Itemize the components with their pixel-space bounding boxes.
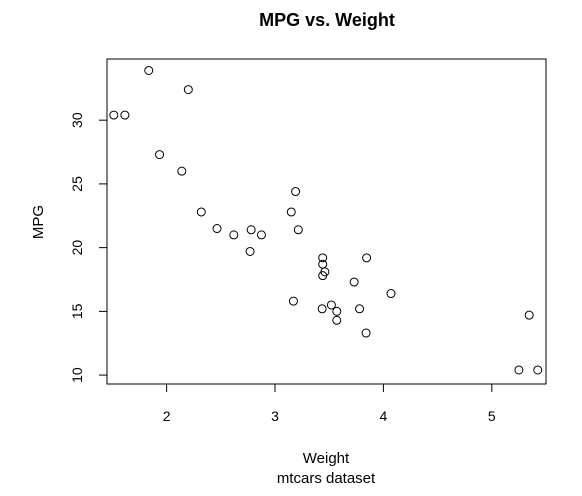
x-tick-label: 4 — [380, 408, 388, 424]
data-point — [177, 166, 187, 176]
data-point — [317, 304, 327, 314]
x-tick-label: 5 — [488, 408, 496, 424]
data-point — [229, 230, 239, 240]
data-point — [386, 289, 396, 299]
data-point — [291, 187, 301, 197]
data-point — [293, 225, 303, 235]
data-point — [332, 306, 342, 316]
data-point — [332, 315, 342, 325]
y-axis-label: MPG — [30, 205, 47, 239]
data-point — [286, 207, 296, 217]
data-point — [288, 296, 298, 306]
y-tick-label: 30 — [69, 112, 85, 128]
data-point — [361, 328, 371, 338]
data-point — [320, 267, 330, 277]
data-point — [355, 304, 365, 314]
data-point — [533, 365, 543, 375]
data-point — [256, 230, 266, 240]
chart-title: MPG vs. Weight — [259, 10, 395, 30]
data-point — [245, 246, 255, 256]
x-axis: 2 3 4 5 — [163, 383, 496, 424]
x-tick-label: 2 — [163, 408, 171, 424]
data-point — [246, 225, 256, 235]
y-axis: 10 15 20 25 30 — [69, 112, 108, 383]
data-point — [524, 310, 534, 320]
data-point — [514, 365, 524, 375]
data-points — [109, 65, 543, 375]
x-tick-label: 3 — [271, 408, 279, 424]
data-point — [196, 207, 206, 217]
data-point — [362, 253, 372, 263]
data-point — [144, 65, 154, 75]
y-tick-label: 15 — [69, 303, 85, 319]
data-point — [155, 150, 165, 160]
data-point — [120, 110, 130, 120]
y-tick-label: 25 — [69, 176, 85, 192]
x-axis-label: Weight — [303, 450, 350, 467]
data-point — [183, 85, 193, 95]
data-point — [212, 224, 222, 234]
data-point — [326, 300, 336, 310]
data-point — [318, 253, 328, 263]
chart-subtitle: mtcars dataset — [277, 470, 376, 487]
data-point — [349, 277, 359, 287]
y-tick-label: 20 — [69, 240, 85, 256]
y-tick-label: 10 — [69, 367, 85, 383]
data-point — [109, 110, 119, 120]
